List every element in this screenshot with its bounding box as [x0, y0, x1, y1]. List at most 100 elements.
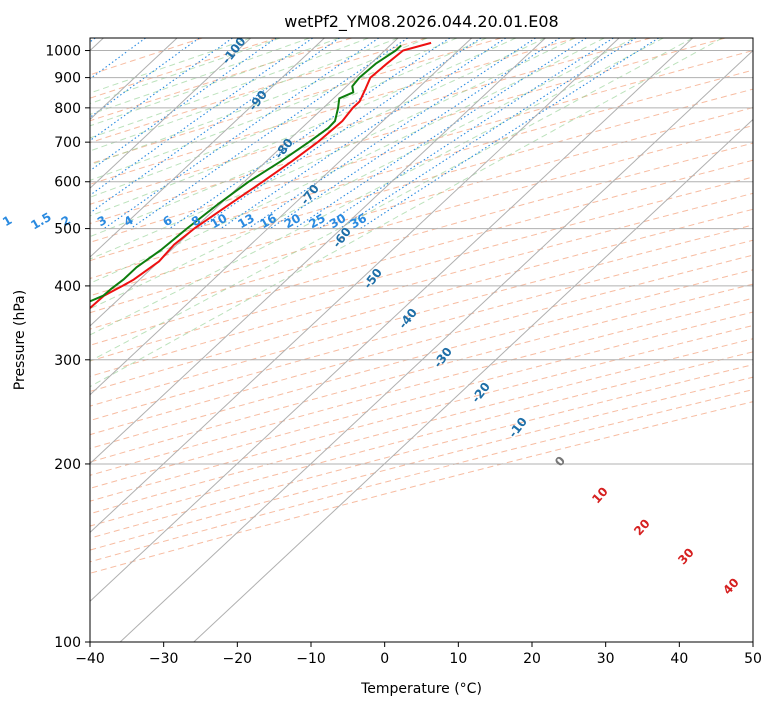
moist-adiabat-line: [90, 38, 576, 260]
isotherm-line: [193, 118, 753, 642]
dry-adiabat-line: [90, 38, 576, 185]
dry-adiabat-line: [90, 107, 753, 297]
dry-adiabat-line: [90, 69, 753, 262]
moist-adiabat-line: [90, 38, 517, 217]
dry-adiabat-line: [90, 38, 278, 99]
dry-adiabat-line: [90, 389, 753, 563]
y-tick-label: 200: [54, 457, 81, 473]
mixing-ratio-line: [220, 38, 507, 230]
mixing-ratio-label: 1: [0, 213, 14, 229]
x-tick-label: 40: [670, 651, 688, 667]
moist-adiabat-line: [90, 38, 310, 115]
moist-adiabat-label: 20: [631, 516, 653, 538]
y-axis-label: Pressure (hPa): [12, 290, 28, 390]
dry-adiabat-line: [90, 125, 753, 314]
moist-adiabat-line: [90, 38, 487, 198]
dry-adiabat-line: [90, 269, 753, 449]
y-tick-label: 400: [54, 279, 81, 295]
dry-adiabat-line: [90, 324, 753, 502]
mixing-ratio-line: [197, 38, 482, 230]
moist-adiabat-label: 30: [675, 545, 697, 567]
dry-adiabat-label: -40: [396, 306, 420, 332]
dry-adiabat-line: [90, 159, 753, 346]
y-tick-label: 100: [54, 635, 81, 651]
mixing-ratio-line: [90, 38, 233, 142]
background-lines: [90, 38, 753, 574]
plot-frame: [89, 37, 754, 643]
moist-adiabat-line: [90, 38, 428, 166]
mixing-ratio-line: [318, 38, 614, 230]
isotherm-line: [90, 38, 399, 327]
x-tick-label: −10: [296, 651, 326, 667]
isotherm-line: [90, 38, 620, 534]
mixing-ratio-line: [90, 38, 200, 118]
mixing-ratio-line: [90, 38, 146, 80]
dry-adiabat-line: [90, 351, 753, 527]
dry-adiabat-line: [90, 401, 753, 574]
dry-adiabat-line: [90, 283, 753, 463]
moist-adiabat-line: [90, 38, 340, 127]
dry-adiabat-line: [90, 224, 753, 407]
dry-adiabat-line: [90, 208, 753, 392]
y-tick-label: 300: [54, 353, 81, 369]
moist-adiabat-label: 0: [552, 454, 568, 470]
x-tick-label: 20: [523, 651, 541, 667]
mixing-ratio-line: [90, 38, 340, 214]
mixing-ratio-label: 3: [95, 213, 109, 229]
y-tick-label: 1000: [45, 44, 81, 60]
dry-adiabat-line: [90, 192, 753, 377]
dry-adiabat-line: [90, 38, 352, 122]
y-tick-label: 700: [54, 135, 81, 151]
dry-adiabat-label: -80: [272, 136, 296, 162]
isotherm-line: [90, 38, 694, 602]
dry-adiabat-label: -90: [246, 88, 270, 114]
dry-adiabat-line: [90, 38, 427, 144]
x-tick-label: −30: [149, 651, 179, 667]
y-tick-label: 800: [54, 101, 81, 117]
y-tick-label: 500: [54, 222, 81, 238]
dry-adiabat-line: [90, 364, 753, 539]
mixing-ratio-line: [103, 38, 380, 230]
x-tick-label: 50: [744, 651, 762, 667]
mixing-ratio-label: 6: [160, 213, 174, 229]
chart-title: wetPf2_YM08.2026.044.20.01.E08: [284, 12, 558, 32]
dry-adiabat-line: [90, 38, 651, 205]
grid-lines: [90, 38, 753, 642]
isotherm-line: [90, 38, 252, 189]
mixing-ratio-line: [90, 38, 313, 196]
moist-adiabat-line: [90, 38, 281, 105]
mixing-ratio-line: [90, 38, 277, 172]
moist-adiabat-label: 40: [720, 575, 742, 597]
temperature-line: [90, 41, 432, 310]
isotherm-line: [90, 38, 325, 258]
dry-adiabat-line: [90, 297, 753, 476]
dry-adiabat-line: [90, 176, 753, 362]
x-tick-label: −20: [223, 651, 253, 667]
x-tick-label: 10: [449, 651, 467, 667]
mixing-ratio-label: 1.5: [28, 210, 53, 233]
dry-adiabat-line: [90, 49, 753, 243]
mixing-ratio-line: [339, 38, 637, 230]
series-lines: [90, 41, 432, 310]
dry-adiabat-label: -70: [298, 182, 322, 208]
isotherm-line: [90, 38, 473, 396]
mixing-ratio-line: [90, 38, 96, 43]
moist-adiabat-line: [90, 38, 458, 181]
moist-adiabat-line: [90, 38, 369, 139]
dry-adiabat-line: [90, 239, 753, 422]
moist-adiabat-line: [90, 38, 399, 152]
dry-adiabat-line: [90, 338, 753, 515]
dry-adiabat-line: [90, 376, 753, 551]
x-tick-label: −40: [75, 651, 105, 667]
moist-adiabat-label: 10: [589, 484, 611, 506]
dry-adiabat-line: [90, 142, 753, 330]
mixing-ratio-line: [130, 38, 408, 230]
moist-adiabat-line: [90, 38, 635, 310]
dewpoint-line: [90, 44, 402, 303]
y-tick-label: 600: [54, 175, 81, 191]
x-tick-label: 0: [380, 651, 389, 667]
isotherm-line: [90, 38, 546, 465]
mixing-ratio-line: [294, 38, 587, 230]
moist-adiabat-line: [90, 38, 605, 284]
